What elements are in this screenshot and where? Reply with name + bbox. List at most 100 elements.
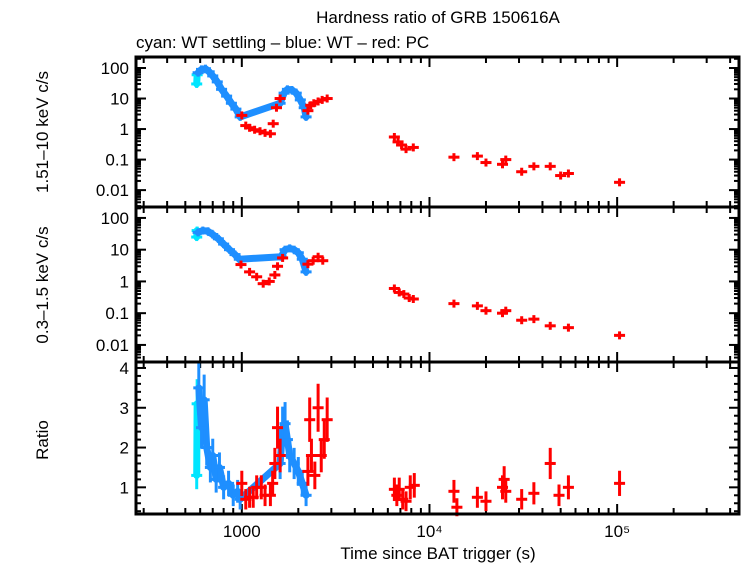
data-point [471, 152, 483, 161]
series-wt [192, 64, 312, 121]
x-tick-label: 10⁵ [604, 522, 630, 541]
data-point [277, 253, 289, 262]
data-point [191, 79, 203, 88]
data-point [544, 447, 556, 480]
data-point [274, 94, 286, 103]
data-point [544, 162, 556, 171]
x-tick-label: 10⁴ [416, 522, 442, 541]
data-point [553, 484, 565, 507]
data-point [302, 106, 314, 115]
data-point [198, 374, 210, 426]
data-point [224, 245, 236, 254]
chart-title: Hardness ratio of GRB 150616A [316, 8, 560, 27]
y-tick-label: 4 [120, 359, 129, 378]
data-point [309, 461, 321, 490]
y-tick-label: 100 [101, 209, 129, 228]
y-tick-label: 1 [120, 120, 129, 139]
data-point [407, 294, 419, 303]
data-point [251, 272, 263, 281]
data-point [267, 119, 279, 128]
data-point [212, 234, 224, 243]
series-wt [193, 360, 312, 510]
data-point [471, 301, 483, 310]
data-point [555, 171, 567, 180]
data-point [207, 438, 219, 473]
data-point [408, 473, 420, 498]
data-point [225, 99, 237, 108]
y-tick-label: 0.01 [96, 181, 129, 200]
data-point [269, 270, 281, 279]
y-tick-label: 0.1 [105, 304, 129, 323]
data-point [270, 103, 282, 112]
data-point [229, 250, 241, 259]
data-point [312, 383, 324, 432]
data-point [407, 143, 419, 152]
y-tick-label: 3 [120, 399, 129, 418]
data-point [216, 85, 228, 94]
data-point [193, 360, 205, 415]
data-point [528, 482, 540, 505]
data-point [614, 178, 626, 187]
data-point [562, 323, 574, 332]
data-point [448, 153, 460, 162]
y-tick-label: 10 [110, 90, 129, 109]
data-point [244, 267, 256, 276]
data-point [257, 279, 269, 288]
data-point [213, 452, 225, 483]
y-axis-label-hard: 1.51–10 keV c/s [33, 71, 52, 193]
data-point [191, 461, 203, 490]
data-point [528, 162, 540, 171]
data-line [195, 384, 310, 503]
data-point [196, 406, 208, 449]
data-point [317, 256, 329, 265]
data-point [528, 315, 540, 324]
data-point [207, 71, 219, 80]
data-point [500, 155, 512, 164]
data-point [296, 255, 308, 264]
data-point [296, 470, 308, 496]
data-point [223, 470, 235, 496]
data-point [218, 240, 230, 249]
data-point [400, 145, 412, 154]
data-point [321, 94, 333, 103]
data-point [516, 167, 528, 176]
data-point [388, 132, 400, 141]
data-point [498, 466, 510, 493]
data-point [300, 484, 312, 507]
data-point [272, 262, 284, 271]
x-tick-label: 1000 [223, 522, 261, 541]
y-tick-label: 2 [120, 439, 129, 458]
data-point [274, 438, 286, 473]
data-point [562, 169, 574, 178]
y-tick-label: 100 [101, 59, 129, 78]
data-point [292, 248, 304, 257]
y-tick-label: 1 [120, 272, 129, 291]
data-point [236, 470, 248, 496]
data-point [516, 316, 528, 325]
data-point [480, 158, 492, 167]
series-pc [236, 383, 626, 517]
y-tick-label: 0.1 [105, 151, 129, 170]
data-point [480, 491, 492, 512]
data-point [211, 77, 223, 86]
data-point [272, 406, 284, 449]
data-point [614, 331, 626, 340]
data-point [221, 92, 233, 101]
data-point [448, 299, 460, 308]
data-point [233, 255, 245, 264]
data-point [480, 306, 492, 315]
data-point [305, 438, 317, 473]
series-pc [236, 94, 626, 187]
panel-frame [134, 360, 741, 516]
y-axis-label-ratio: Ratio [33, 420, 52, 460]
data-point [321, 397, 333, 442]
data-point [267, 470, 279, 496]
data-point [516, 489, 528, 510]
data-point [236, 111, 248, 120]
data-point [264, 129, 276, 138]
y-tick-label: 0.01 [96, 336, 129, 355]
data-point [614, 470, 626, 496]
data-point [544, 321, 556, 330]
data-point [269, 447, 281, 480]
series-pc [235, 252, 626, 340]
